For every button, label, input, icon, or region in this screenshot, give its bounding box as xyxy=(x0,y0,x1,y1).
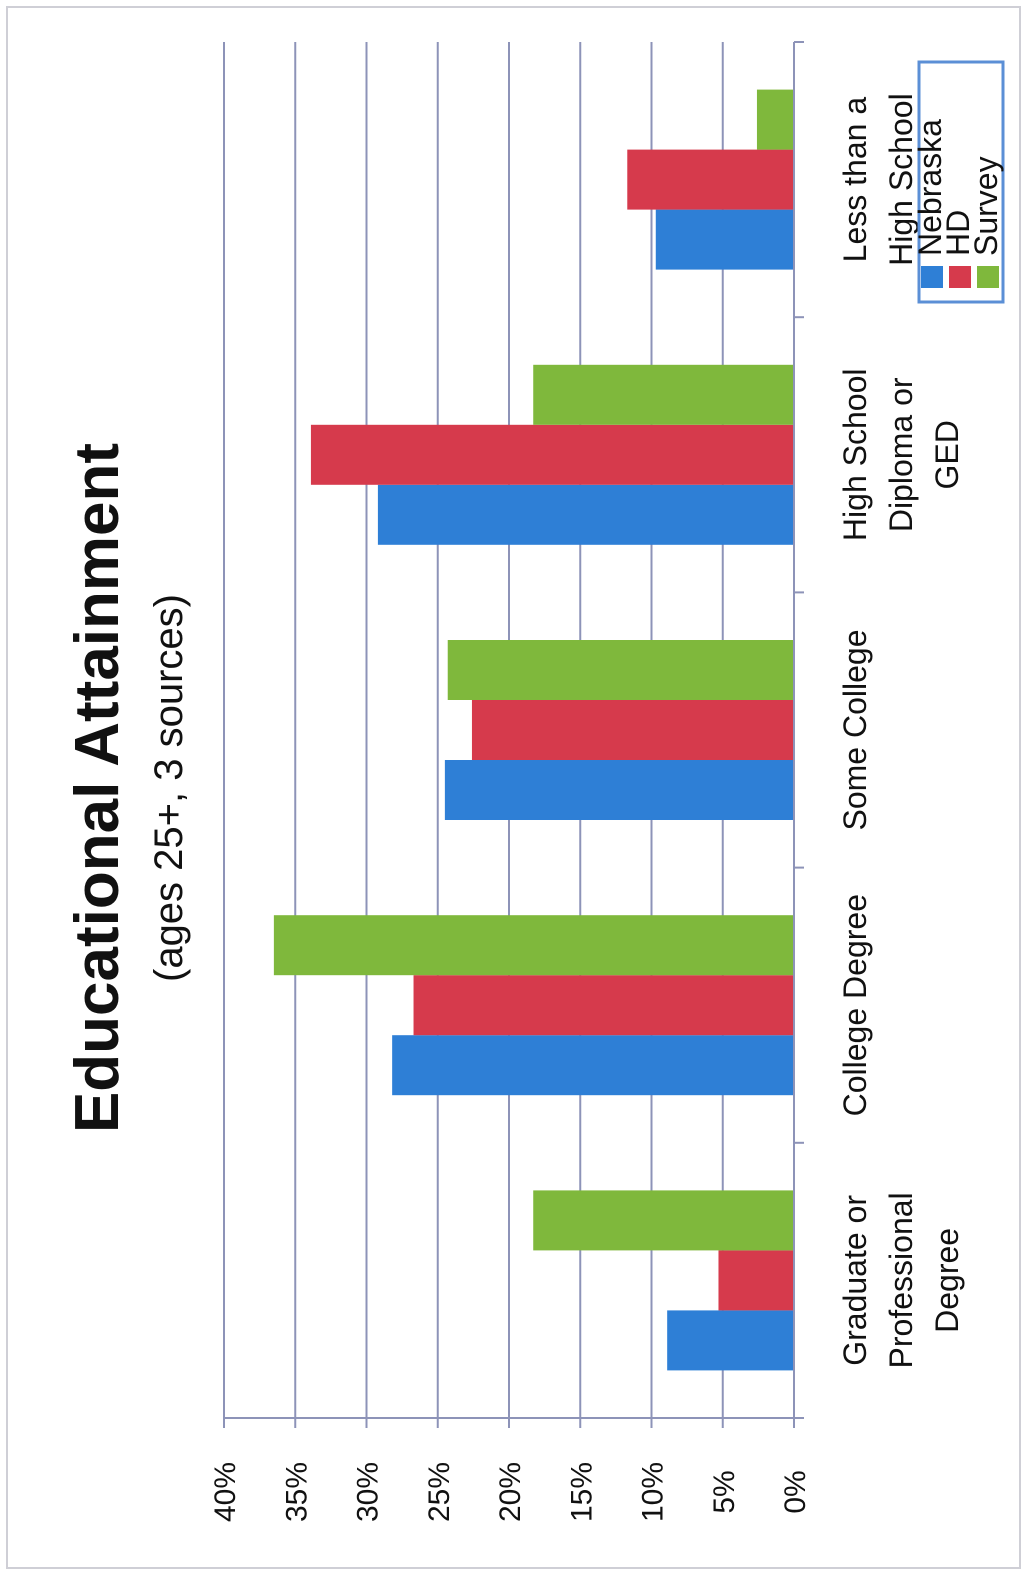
bars xyxy=(273,89,794,1371)
y-tick-label: 10% xyxy=(637,1462,670,1522)
bar-survey-0 xyxy=(756,89,794,150)
legend-box xyxy=(917,60,1005,304)
bar-nebraska-4 xyxy=(667,1310,794,1371)
y-tick-label: 0% xyxy=(779,1470,812,1513)
bar-hd-3 xyxy=(413,975,794,1036)
bar-nebraska-3 xyxy=(392,1035,794,1096)
category-label: High School Diploma or GED xyxy=(837,369,965,542)
y-tick-label: 15% xyxy=(565,1462,598,1522)
labels: 0%5%10%15%20%25%30%35%40%Less than a High… xyxy=(63,93,965,1522)
gridlines xyxy=(223,42,724,1418)
y-tick-label: 30% xyxy=(352,1462,385,1522)
category-label: Graduate or Professional Degree xyxy=(837,1192,965,1368)
bar-hd-0 xyxy=(627,149,794,210)
bar-survey-1 xyxy=(533,364,794,425)
bar-nebraska-0 xyxy=(655,209,794,270)
legend-label-survey: Survey xyxy=(968,156,1004,256)
y-tick-label: 5% xyxy=(708,1470,741,1513)
bar-nebraska-1 xyxy=(377,484,794,545)
bar-hd-4 xyxy=(718,1250,794,1311)
y-tick-label: 25% xyxy=(423,1462,456,1522)
axes xyxy=(223,41,804,1428)
legend-label-hd: HD xyxy=(940,210,976,256)
y-tick-label: 35% xyxy=(280,1462,313,1522)
y-tick-label: 40% xyxy=(209,1462,242,1522)
legend-label-nebraska: Nebraska xyxy=(912,119,948,256)
legend-swatch-survey xyxy=(977,266,999,288)
legend-swatch-nebraska xyxy=(921,266,943,288)
bar-survey-2 xyxy=(447,640,794,700)
bar-hd-1 xyxy=(310,424,794,485)
legend-swatch-hd xyxy=(949,266,971,288)
bar-nebraska-2 xyxy=(444,760,794,820)
bar-survey-4 xyxy=(533,1190,794,1251)
category-label: College Degree xyxy=(837,894,873,1116)
category-label: Some College xyxy=(837,630,873,831)
chart-subtitle: (ages 25+, 3 sources) xyxy=(147,594,191,982)
bar-hd-2 xyxy=(471,700,794,760)
chart-title: Educational Attainment xyxy=(63,443,132,1133)
bar-survey-3 xyxy=(273,915,794,976)
y-tick-label: 20% xyxy=(494,1462,527,1522)
